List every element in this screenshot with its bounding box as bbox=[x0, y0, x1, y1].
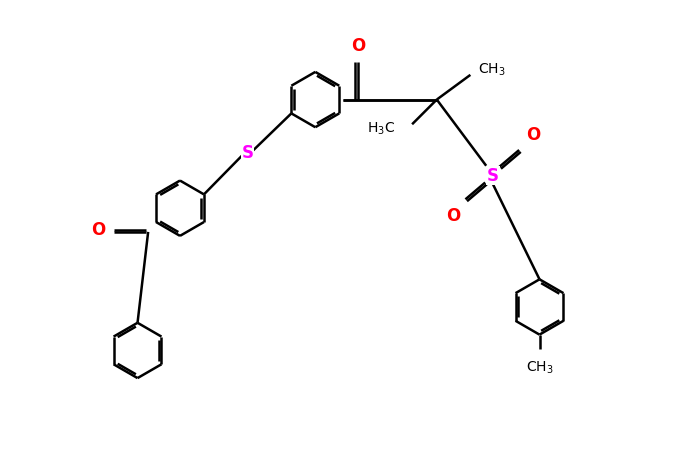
Text: O: O bbox=[446, 207, 460, 225]
Text: CH$_3$: CH$_3$ bbox=[478, 62, 506, 78]
Text: O: O bbox=[91, 221, 105, 239]
Text: H$_3$C: H$_3$C bbox=[367, 121, 395, 137]
Text: S: S bbox=[487, 166, 499, 184]
Text: O: O bbox=[351, 37, 365, 55]
Text: CH$_3$: CH$_3$ bbox=[526, 359, 554, 376]
Text: S: S bbox=[241, 144, 254, 162]
Text: O: O bbox=[526, 126, 540, 144]
